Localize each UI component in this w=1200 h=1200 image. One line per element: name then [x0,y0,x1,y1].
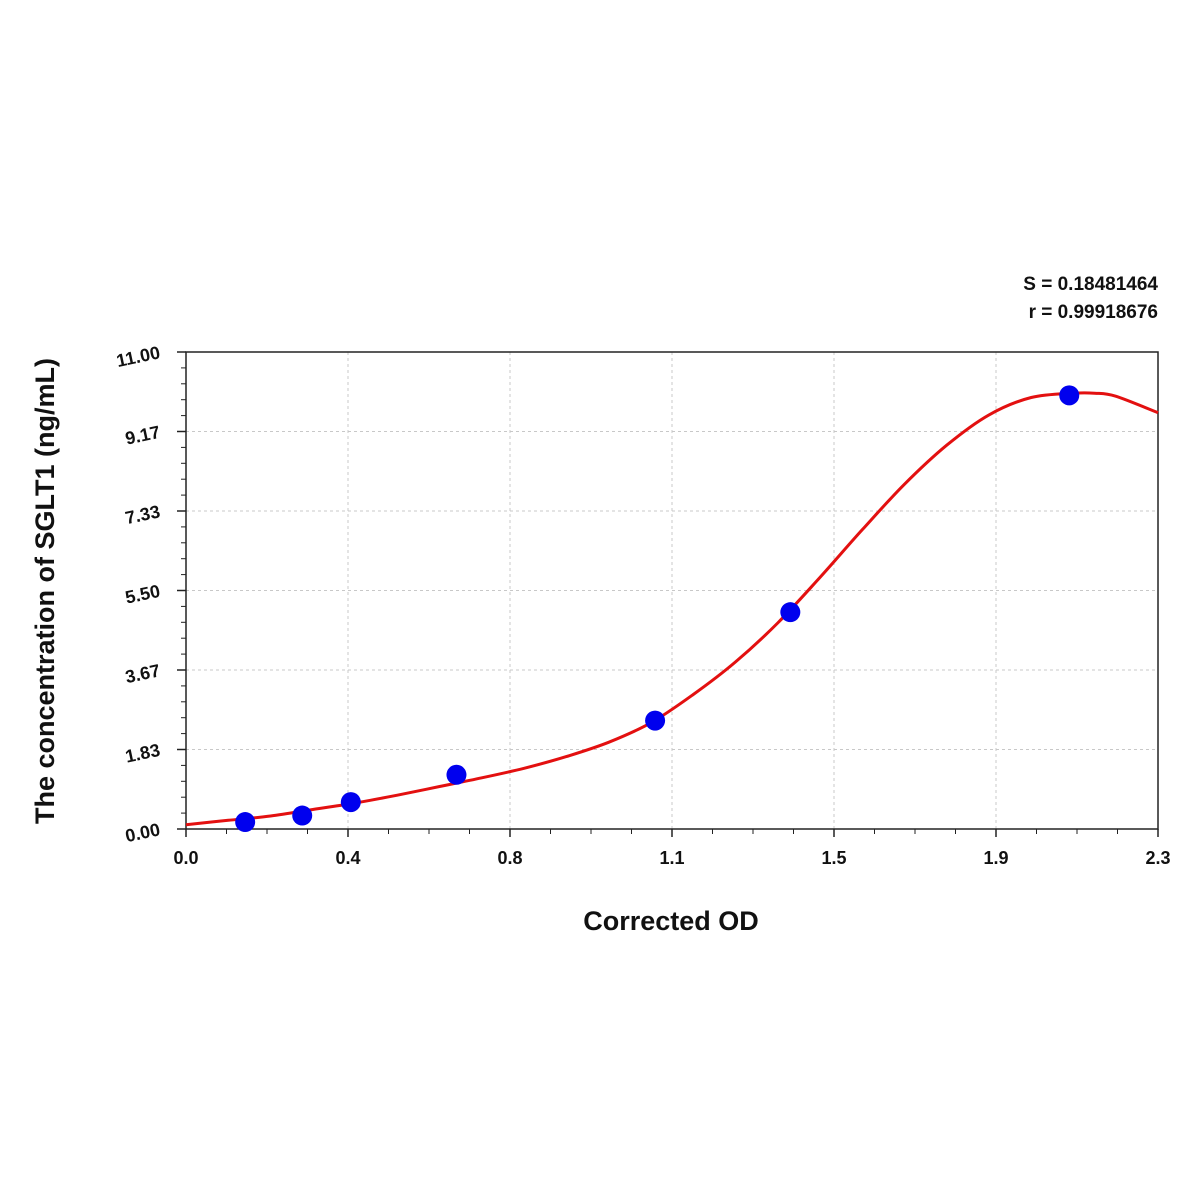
grid-lines [186,352,1158,829]
x-tick-label: 2.3 [1145,848,1170,868]
x-axis-title: Corrected OD [583,906,759,936]
data-point [235,812,256,833]
stat-s-value: S = 0.18481464 [1023,274,1158,295]
data-points [235,385,1080,833]
stat-r-value: r = 0.99918676 [1029,302,1158,323]
x-tick-label: 0.4 [335,848,360,868]
y-axis-title: The concentration of SGLT1 (ng/mL) [30,358,60,824]
x-tick-label: 1.9 [983,848,1008,868]
x-axis-ticks: 0.0 0.4 0.8 1.1 1.5 1.9 2.3 [173,829,1171,868]
x-tick-label: 0.8 [497,848,522,868]
minor-ticks [181,367,1118,834]
data-point [1059,385,1080,406]
x-tick-label: 0.0 [173,848,198,868]
x-tick-label: 1.1 [659,848,684,868]
data-point [780,602,801,623]
x-tick-label: 1.5 [821,848,846,868]
data-point [292,805,313,826]
data-point [446,764,467,785]
data-point [645,710,666,731]
data-point [340,792,361,813]
